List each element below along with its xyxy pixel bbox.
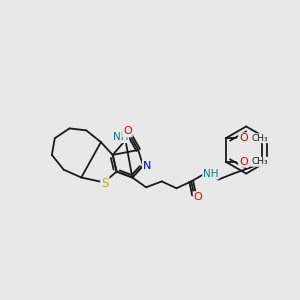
Text: CH₃: CH₃	[251, 157, 268, 166]
Text: O: O	[194, 192, 203, 202]
Text: S: S	[101, 177, 109, 190]
Text: NH: NH	[113, 132, 128, 142]
Text: NH: NH	[203, 169, 219, 178]
Text: O: O	[239, 157, 248, 167]
Text: O: O	[123, 126, 132, 136]
Text: N: N	[143, 161, 151, 171]
Text: O: O	[239, 133, 248, 143]
Text: CH₃: CH₃	[251, 134, 268, 143]
